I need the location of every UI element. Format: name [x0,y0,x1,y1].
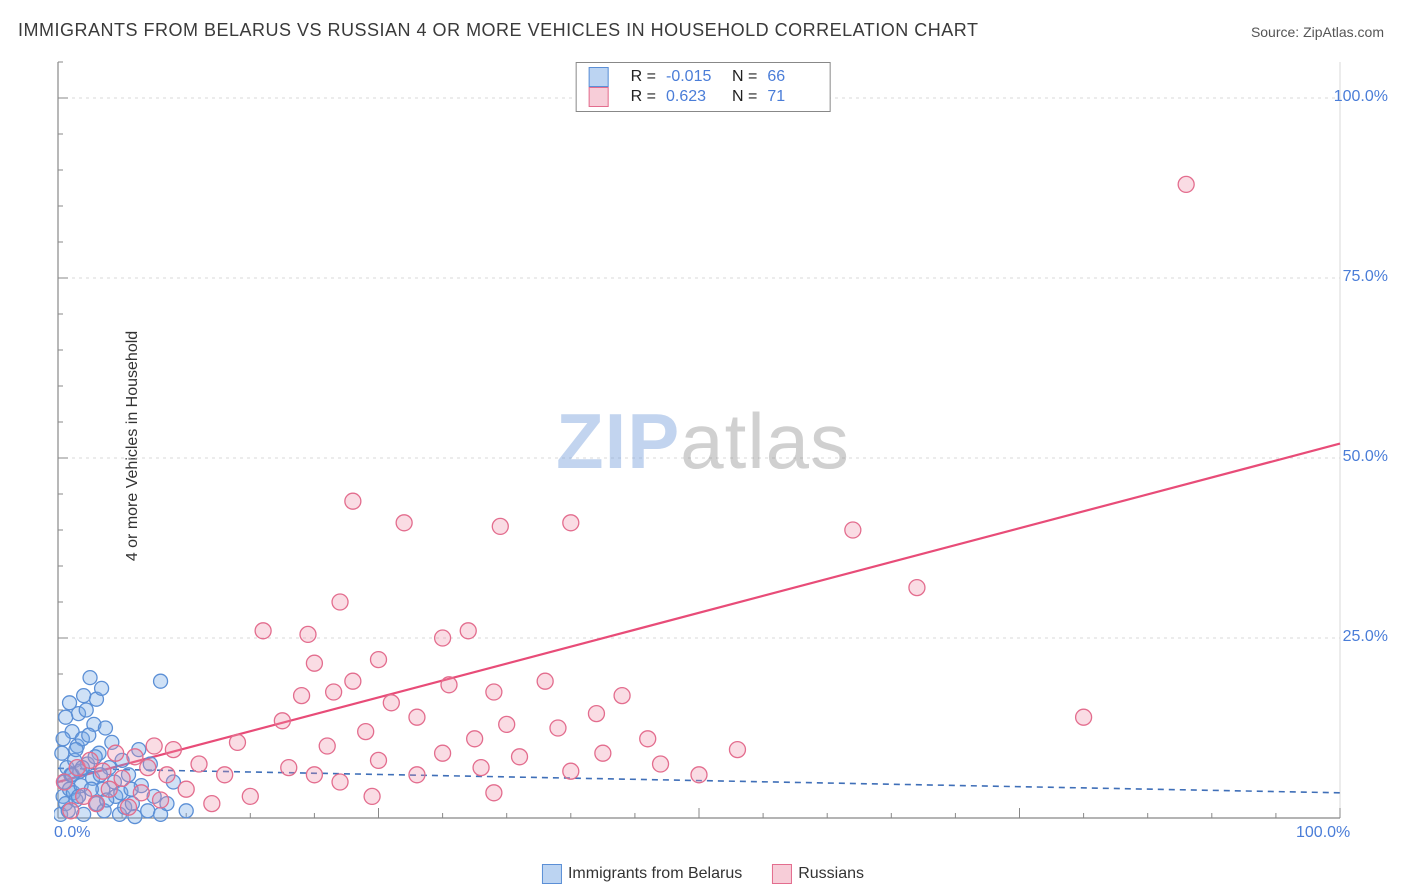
r-label: R = [631,88,656,106]
swatch-icon [772,864,792,884]
source-label: Source: [1251,24,1303,40]
source-attribution: Source: ZipAtlas.com [1251,24,1384,40]
swatch-icon [589,67,609,87]
legend-row-belarus: R = -0.015 N = 66 [589,67,818,87]
scatter-chart [54,58,1390,838]
legend-item-russians: Russians [772,864,864,884]
r-value: -0.015 [666,68,716,86]
series-legend: Immigrants from Belarus Russians [542,864,864,884]
n-value: 71 [767,88,817,106]
swatch-icon [542,864,562,884]
y-tick-label: 25.0% [1343,628,1388,646]
n-label: N = [732,68,757,86]
legend-item-belarus: Immigrants from Belarus [542,864,742,884]
correlation-legend: R = -0.015 N = 66 R = 0.623 N = 71 [576,62,831,112]
x-tick-label: 100.0% [1296,824,1350,842]
source-name: ZipAtlas.com [1303,24,1384,40]
plot-area [54,58,1390,838]
chart-title: IMMIGRANTS FROM BELARUS VS RUSSIAN 4 OR … [18,20,978,41]
swatch-icon [589,87,609,107]
r-value: 0.623 [666,88,716,106]
y-tick-label: 100.0% [1334,88,1388,106]
n-value: 66 [767,68,817,86]
x-tick-label: 0.0% [54,824,90,842]
n-label: N = [732,88,757,106]
y-tick-label: 50.0% [1343,448,1388,466]
legend-row-russians: R = 0.623 N = 71 [589,87,818,107]
legend-label: Russians [798,865,864,882]
legend-label: Immigrants from Belarus [568,865,742,882]
r-label: R = [631,68,656,86]
y-tick-label: 75.0% [1343,268,1388,286]
